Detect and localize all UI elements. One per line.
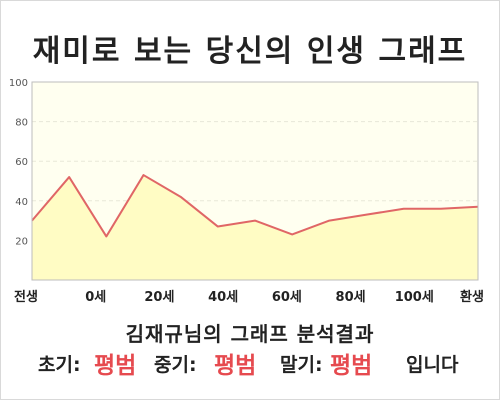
late-label: 말기: <box>280 354 323 376</box>
mid-label: 중기: <box>154 354 197 376</box>
x-tick-label: 20세 <box>144 290 174 305</box>
x-tick-label: 60세 <box>272 290 302 305</box>
analysis-result: 초기: 평범 중기: 평범 말기: 평범 입니다 <box>0 346 500 380</box>
y-tick-label: 40 <box>15 197 28 208</box>
x-axis-ticks: 전생 0세 20세 40세 60세 80세 100세 환생 <box>14 289 484 305</box>
x-tick-label: 0세 <box>85 290 106 305</box>
x-tick-label: 전생 <box>14 289 38 305</box>
mid-value: 평범 <box>214 353 257 379</box>
x-tick-label: 80세 <box>336 290 366 305</box>
late-value: 평범 <box>330 353 373 379</box>
y-axis-ticks: 100 80 60 40 20 <box>9 78 28 247</box>
x-tick-label: 100세 <box>395 290 434 305</box>
y-tick-label: 80 <box>15 118 28 129</box>
plot-border <box>31 81 479 281</box>
x-tick-label: 40세 <box>208 290 238 305</box>
early-value: 평범 <box>94 353 137 379</box>
series-area <box>32 175 478 280</box>
y-tick-label: 20 <box>15 236 28 247</box>
analysis-subtitle: 김재규님의 그래프 분석결과 <box>125 322 375 346</box>
y-tick-label: 100 <box>9 78 28 89</box>
result-suffix: 입니다 <box>406 354 459 376</box>
y-tick-label: 60 <box>15 157 28 168</box>
series-line <box>31 174 479 238</box>
x-tick-label: 환생 <box>460 289 484 305</box>
life-graph-chart: 100 80 60 40 20 전생 0세 20세 40세 60세 80세 100세 환생 <box>9 78 484 305</box>
page-title: 재미로 보는 당신의 인생 그래프 <box>32 34 468 69</box>
early-label: 초기: <box>38 354 81 376</box>
